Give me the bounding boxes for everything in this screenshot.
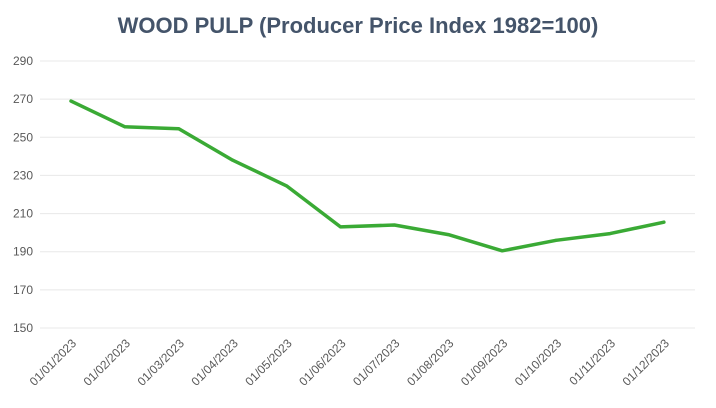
x-tick-label: 01/10/2023 — [512, 336, 565, 389]
x-tick-label: 01/03/2023 — [135, 336, 188, 389]
x-tick-label: 01/01/2023 — [27, 336, 80, 389]
data-point — [446, 233, 450, 237]
x-axis-ticks: 01/01/2023 01/02/2023 01/03/2023 01/04/2023… — [27, 336, 672, 389]
data-point — [392, 223, 396, 227]
x-tick-label: 01/07/2023 — [350, 336, 403, 389]
data-point — [339, 225, 342, 229]
data-point — [500, 249, 504, 253]
y-axis-ticks: 150 170 190 210 230 250 270 290 — [13, 54, 33, 335]
x-tick-label: 01/06/2023 — [296, 336, 349, 389]
x-tick-label: 01/02/2023 — [81, 336, 134, 389]
data-point — [177, 127, 181, 131]
data-point — [69, 99, 73, 103]
chart-title: WOOD PULP (Producer Price Index 1982=100… — [117, 13, 599, 38]
series-line — [69, 99, 666, 253]
x-tick-label: 01/11/2023 — [566, 336, 618, 388]
y-tick-label: 250 — [13, 130, 33, 144]
x-tick-label: 01/09/2023 — [458, 336, 511, 389]
data-point — [231, 158, 235, 162]
y-tick-label: 190 — [13, 245, 33, 259]
y-tick-label: 290 — [13, 54, 33, 68]
x-tick-label: 01/08/2023 — [404, 336, 457, 389]
y-tick-label: 270 — [13, 92, 33, 106]
data-point — [285, 184, 289, 188]
y-tick-label: 230 — [13, 168, 33, 182]
y-tick-label: 170 — [13, 283, 33, 297]
data-point — [554, 238, 558, 242]
x-tick-label: 01/04/2023 — [188, 336, 241, 389]
y-tick-label: 210 — [13, 207, 33, 221]
gridlines — [40, 60, 695, 329]
data-point — [662, 220, 666, 224]
series-layer — [69, 99, 666, 253]
data-point — [608, 232, 612, 236]
y-tick-label: 150 — [13, 321, 33, 335]
data-point — [123, 125, 127, 129]
x-tick-label: 01/05/2023 — [242, 336, 295, 389]
x-tick-label: 01/12/2023 — [620, 336, 673, 389]
